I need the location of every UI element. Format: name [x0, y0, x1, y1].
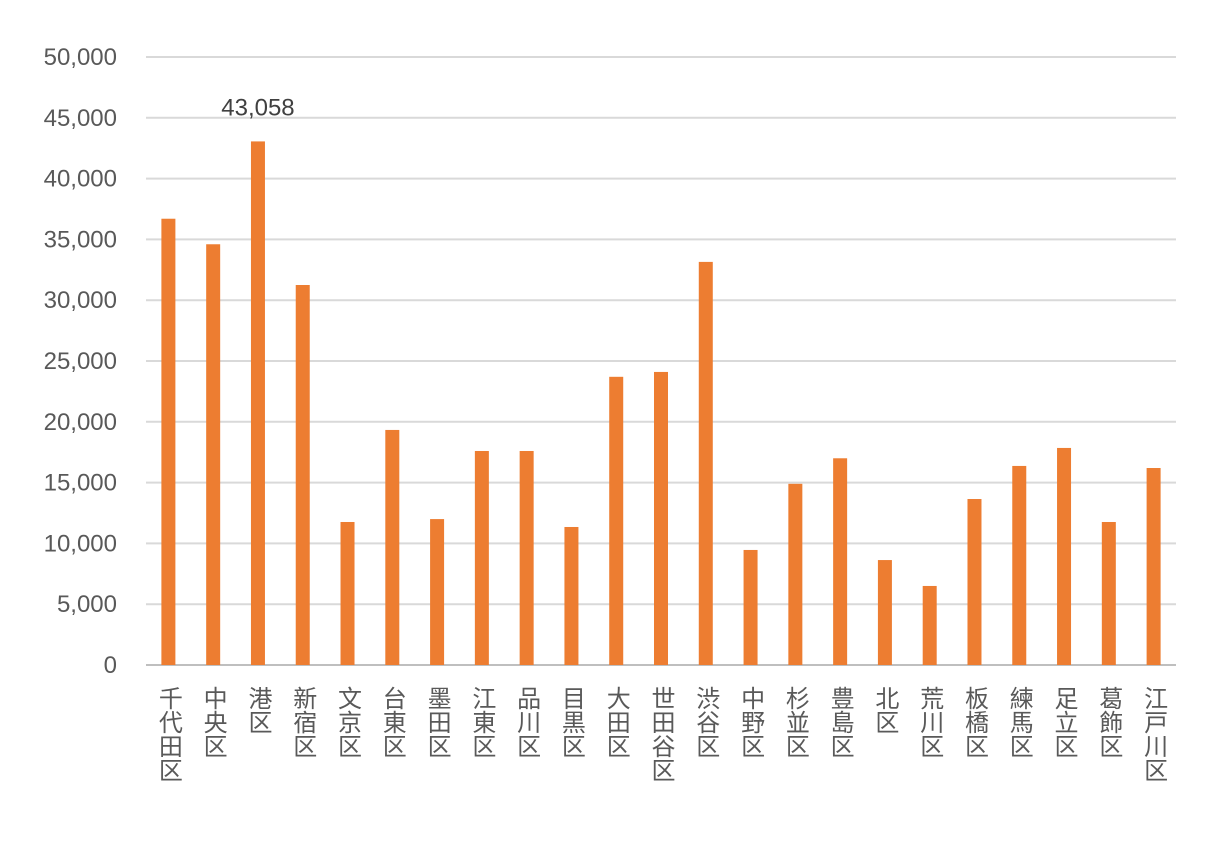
x-tick-label: 台東区 [378, 686, 407, 758]
x-tick-label: 千代田区 [154, 686, 183, 782]
x-tick-label: 葛飾区 [1094, 686, 1123, 758]
y-tick-label: 25,000 [44, 348, 117, 375]
bar [788, 483, 803, 665]
bar [340, 521, 355, 665]
x-tick-label: 足立区 [1050, 686, 1079, 758]
x-tick-label: 渋谷区 [691, 686, 720, 758]
y-tick-label: 45,000 [44, 105, 117, 132]
bar [1101, 521, 1116, 665]
bar [877, 560, 892, 665]
x-tick-label: 荒川区 [915, 686, 944, 758]
bar [743, 549, 758, 665]
bar [474, 450, 489, 665]
x-tick-label: 世田谷区 [647, 686, 675, 782]
data-labels: 43,058 [221, 94, 294, 121]
x-tick-label: 墨田区 [423, 686, 452, 758]
bar [833, 458, 848, 665]
bar [295, 285, 310, 665]
y-tick-label: 5,000 [57, 591, 117, 618]
bar [385, 429, 400, 665]
bar [1146, 468, 1161, 665]
x-tick-label: 文京区 [333, 686, 362, 758]
x-tick-label: 練馬区 [1005, 686, 1034, 758]
x-tick-label: 品川区 [512, 686, 541, 758]
bar [430, 519, 445, 665]
x-tick-label: 杉並区 [781, 686, 810, 758]
bar [967, 499, 982, 665]
bar [206, 244, 221, 665]
x-tick-label: 目黒区 [557, 686, 586, 758]
y-tick-label: 10,000 [44, 530, 117, 557]
bar [698, 261, 713, 665]
y-tick-label: 20,000 [44, 409, 117, 436]
bar [564, 526, 579, 665]
x-tick-label: 豊島区 [826, 686, 855, 758]
bar [922, 585, 937, 665]
y-tick-label: 50,000 [44, 44, 117, 71]
x-tick-label: 新宿区 [288, 686, 317, 758]
x-tick-label: 港区 [243, 686, 272, 734]
bar [1012, 465, 1027, 665]
x-tick-label: 江戸川区 [1139, 686, 1168, 782]
y-tick-label: 35,000 [44, 226, 117, 253]
y-tick-label: 30,000 [44, 287, 117, 314]
y-tick-label: 15,000 [44, 470, 117, 497]
x-tick-label: 大田区 [602, 686, 631, 758]
bar [519, 450, 534, 665]
bars [161, 141, 1161, 665]
bar [654, 371, 668, 665]
x-tick-label: 板橋区 [960, 686, 989, 758]
x-tick-label: 中央区 [199, 686, 228, 758]
bar [1057, 447, 1072, 665]
x-tick-label: 北区 [870, 686, 899, 734]
y-axis: 0 5,000 10,000 15,000 20,000 25,000 30,000 35,0… [44, 44, 117, 679]
bar [609, 376, 624, 665]
y-tick-label: 40,000 [44, 166, 117, 193]
x-tick-label: 中野区 [736, 686, 765, 758]
bar [161, 218, 176, 665]
data-label: 43,058 [221, 94, 294, 121]
bar [250, 141, 265, 665]
x-tick-label: 江東区 [467, 686, 496, 758]
y-tick-label: 0 [104, 652, 117, 679]
